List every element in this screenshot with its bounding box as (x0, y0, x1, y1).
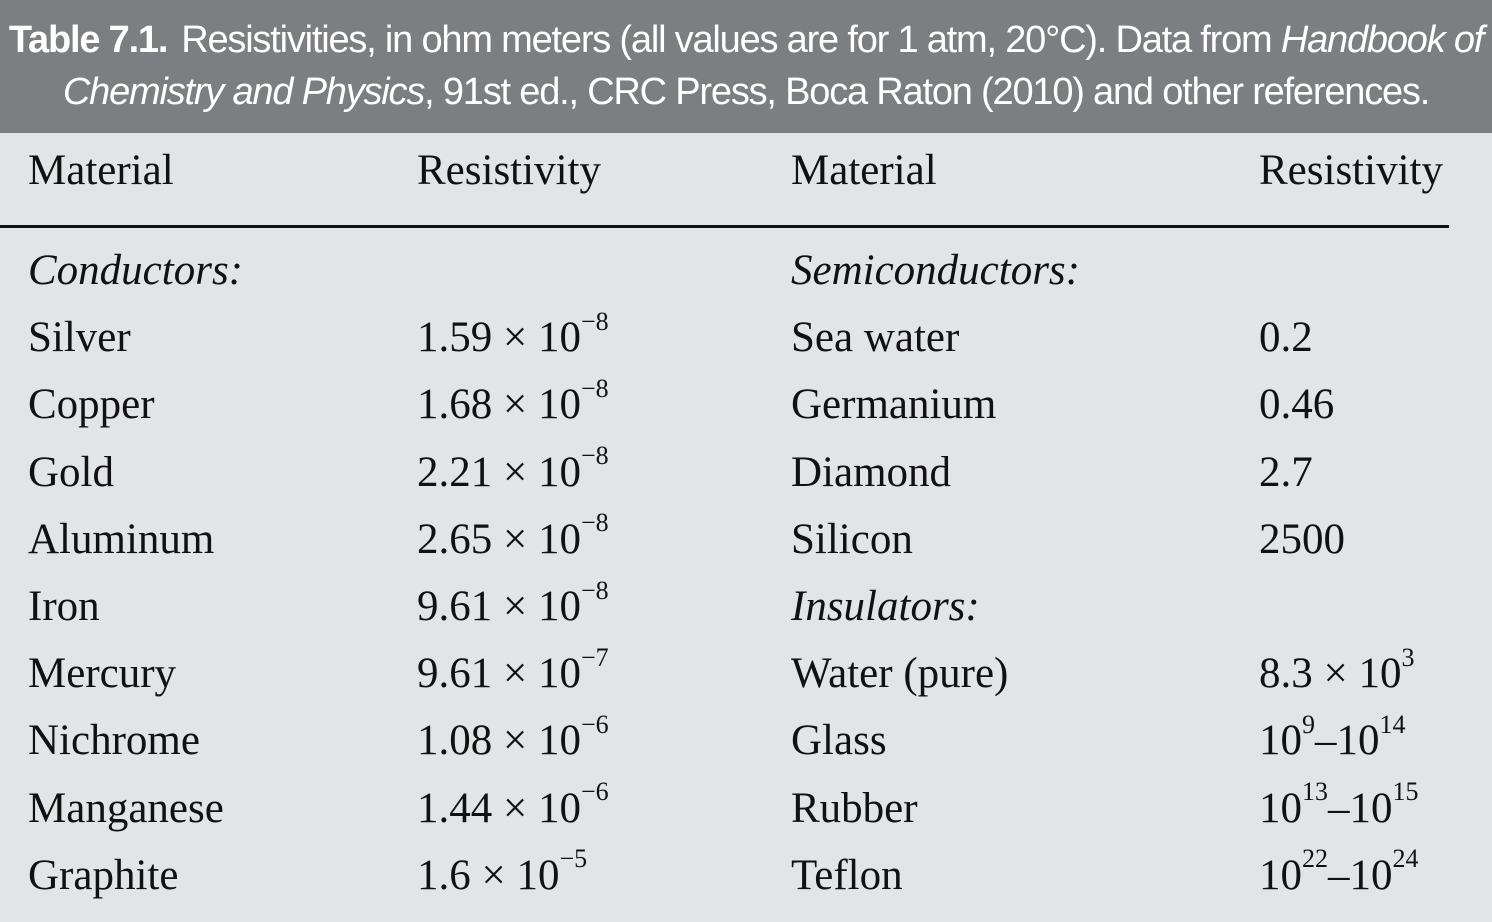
semiconductor-resistivity: 2.7 (1259, 448, 1313, 496)
exponent: −8 (581, 441, 609, 471)
exponent: −8 (581, 306, 609, 336)
conductor-resistivity: 1.44 × 10−6 (417, 777, 609, 832)
conductor-material: Graphite (28, 851, 179, 899)
exponent: 13 (1302, 777, 1328, 807)
caption-source-title-part1: Handbook of (1280, 19, 1484, 61)
exponent: −6 (581, 710, 609, 740)
exponent: 9 (1302, 710, 1315, 740)
exponent: −8 (581, 575, 609, 605)
exponent: 22 (1302, 844, 1328, 874)
conductor-resistivity: 2.21 × 10−8 (417, 441, 609, 496)
conductor-resistivity: 9.61 × 10−7 (417, 642, 609, 698)
exponent: −8 (581, 508, 609, 538)
semiconductor-material: Silicon (791, 515, 913, 563)
section-label-conductors: Conductors: (28, 247, 243, 294)
exponent: 15 (1392, 777, 1419, 807)
conductor-material: Silver (28, 314, 131, 362)
insulator-resistivity: 8.3 × 103 (1259, 642, 1415, 698)
exponent: 24 (1392, 844, 1419, 874)
semiconductor-material: Sea water (791, 314, 960, 362)
section-label-insulators: Insulators: (791, 583, 980, 630)
header-resistivity-right: Resistivity (1259, 147, 1443, 194)
caption-source-title-part2: Chemistry and Physics (62, 71, 425, 113)
insulator-material: Water (pure) (791, 650, 1009, 698)
conductor-material: Manganese (28, 784, 224, 832)
semiconductor-resistivity: 0.46 (1259, 381, 1335, 429)
exponent: −7 (581, 642, 609, 672)
semiconductor-resistivity: 0.2 (1259, 314, 1313, 362)
conductor-material: Gold (28, 448, 114, 496)
conductor-resistivity: 2.65 × 10−8 (417, 508, 609, 563)
header-material-right: Material (791, 147, 937, 194)
exponent: −8 (581, 374, 609, 404)
header-resistivity-left: Resistivity (417, 147, 601, 194)
exponent: 3 (1401, 642, 1415, 672)
caption-text: Resistivities, in ohm meters (all values… (181, 19, 1281, 61)
conductor-material: Iron (28, 583, 100, 630)
insulator-material: Teflon (791, 851, 903, 899)
conductor-material: Mercury (28, 650, 177, 698)
caption-line-2: Chemistry and Physics, 91st ed., CRC Pre… (0, 66, 1492, 118)
exponent: 14 (1379, 710, 1406, 740)
semiconductor-material: Germanium (791, 381, 997, 429)
insulator-resistivity: 1022–1024 (1259, 844, 1419, 899)
caption-source-details: , 91st ed., CRC Press, Boca Raton (2010)… (424, 71, 1430, 113)
conductor-resistivity: 9.61 × 10−8 (417, 575, 609, 630)
conductor-resistivity: 1.6 × 10−5 (417, 844, 588, 899)
caption-label: Table 7.1. (8, 19, 169, 61)
exponent: −6 (581, 777, 609, 807)
insulator-material: Rubber (791, 784, 918, 832)
exponent: −5 (559, 844, 588, 874)
conductor-material: Aluminum (28, 515, 215, 563)
conductor-resistivity: 1.59 × 10−8 (417, 306, 609, 362)
conductor-resistivity: 1.68 × 10−8 (417, 374, 609, 429)
header-rule (0, 225, 1449, 228)
conductor-resistivity: 1.08 × 10−6 (417, 710, 609, 765)
section-label-semiconductors: Semiconductors: (791, 247, 1080, 294)
table-caption: Table 7.1. Resistivities, in ohm meters (… (0, 0, 1492, 133)
insulator-resistivity: 1013–1015 (1259, 777, 1419, 832)
conductor-material: Nichrome (28, 717, 200, 765)
header-material-left: Material (28, 147, 174, 194)
semiconductor-material: Diamond (791, 448, 952, 496)
insulator-material: Glass (791, 717, 887, 765)
insulator-resistivity: 109–1014 (1259, 710, 1406, 765)
caption-line-1: Table 7.1. Resistivities, in ohm meters (… (0, 14, 1492, 66)
semiconductor-resistivity: 2500 (1259, 515, 1345, 563)
conductor-material: Copper (28, 381, 155, 429)
